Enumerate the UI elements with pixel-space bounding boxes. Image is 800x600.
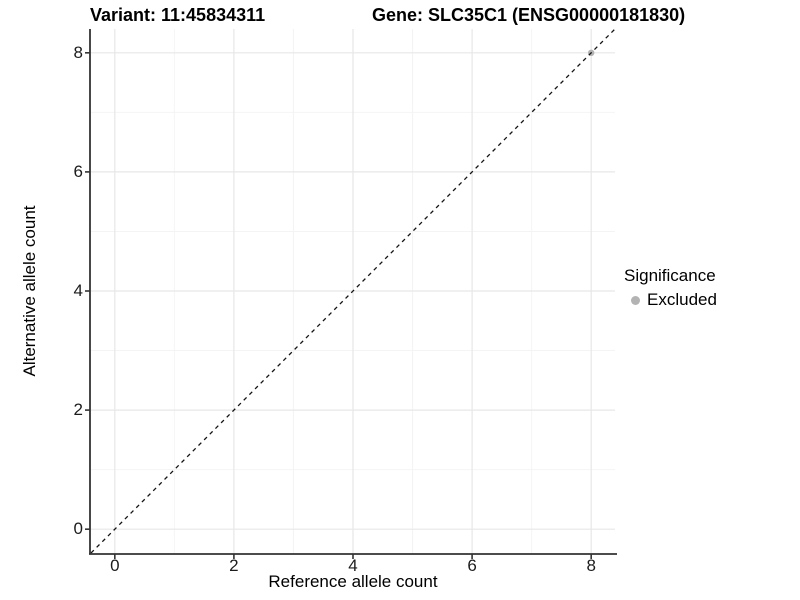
- legend-point-icon: [631, 295, 640, 305]
- x-tick-label: 4: [348, 556, 358, 575]
- legend-item-excluded: Excluded: [624, 290, 717, 310]
- legend-title: Significance: [624, 266, 716, 285]
- plot-title-gene: Gene: SLC35C1 (ENSG00000181830): [372, 5, 686, 25]
- y-tick-label: 2: [73, 400, 83, 420]
- x-tick-label: 6: [467, 556, 477, 575]
- y-tick-label: 8: [73, 42, 83, 62]
- legend-item-label: Excluded: [647, 290, 717, 309]
- x-axis-title: Reference allele count: [268, 572, 438, 591]
- identity-line: [90, 28, 616, 554]
- x-tick-label: 2: [229, 556, 239, 575]
- x-tick-label: 0: [110, 556, 120, 575]
- y-tick-label: 6: [73, 161, 83, 181]
- x-tick-label: 8: [586, 556, 596, 575]
- y-axis-title: Alternative allele count: [20, 205, 39, 377]
- plot-title-variant: Variant: 11:45834311: [90, 5, 266, 25]
- y-tick-label: 0: [73, 519, 83, 539]
- legend: Significance Excluded: [624, 266, 717, 310]
- y-tick-label: 4: [73, 281, 83, 300]
